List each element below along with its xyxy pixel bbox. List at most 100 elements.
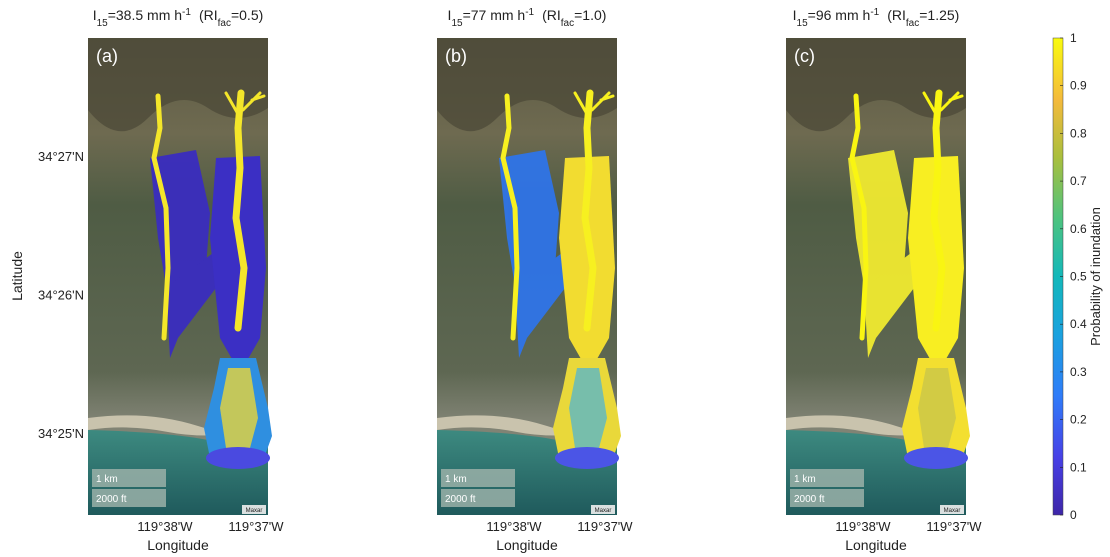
credit-box (591, 505, 615, 514)
flood-side (499, 150, 565, 358)
credit-box (940, 505, 964, 514)
x-tick-label: 119°37'W (228, 519, 284, 534)
flood-side (150, 150, 216, 358)
flood-outlet (206, 447, 270, 469)
credit: Maxar (595, 508, 612, 514)
flood-area (515, 253, 565, 358)
title-part: fac (561, 18, 574, 29)
panel-label: (b) (445, 46, 467, 66)
flood-fan-core (918, 368, 956, 448)
channel (151, 93, 171, 341)
title-part: -1 (870, 7, 879, 18)
map-panel: (a) 1 km 2000 ft Maxar (88, 38, 272, 515)
coastline (786, 415, 966, 436)
scale-km: 1 km (96, 474, 118, 485)
panel-label: (a) (96, 46, 118, 66)
scale-box (92, 489, 166, 507)
x-tick-label: 119°37'W (577, 519, 633, 534)
colorbar-tick-label: 0 (1070, 508, 1077, 522)
scale-box (92, 469, 166, 487)
panel-title: I15=38.5 mm h-1 (RIfac=0.5) (93, 7, 264, 29)
title-part: 15 (451, 18, 463, 29)
title-part: =77 mm h (463, 7, 526, 23)
channel (581, 89, 597, 332)
scale-ft: 2000 ft (794, 494, 825, 505)
scale-box (790, 489, 864, 507)
coastline (88, 415, 268, 436)
panel-title: I15=77 mm h-1 (RIfac=1.0) (448, 7, 607, 29)
title-part: I (448, 7, 452, 23)
channel (224, 91, 266, 116)
x-axis-label: Longitude (845, 537, 907, 553)
title-part: (RI (199, 7, 218, 23)
title-part: -1 (525, 7, 534, 18)
panel-label: (c) (794, 46, 815, 66)
flood-area (150, 150, 210, 298)
scale-km: 1 km (445, 474, 467, 485)
map-panel: (c) 1 km 2000 ft Maxar (786, 38, 970, 515)
title-part: =38.5 mm h (108, 7, 182, 23)
panel-title: I15=96 mm h-1 (RIfac=1.25) (793, 7, 960, 29)
flood-body (908, 156, 964, 373)
flood-fan-core (569, 368, 607, 448)
x-axis-label: Longitude (496, 537, 558, 553)
x-tick-label: 119°38'W (486, 519, 542, 534)
scale-km: 1 km (794, 474, 816, 485)
x-axis-label: Longitude (147, 537, 209, 553)
flood-side (848, 150, 914, 358)
title-part: (RI (887, 7, 906, 23)
title-part: -1 (182, 7, 191, 18)
scale-box (441, 469, 515, 487)
colorbar-tick-label: 0.2 (1070, 413, 1087, 427)
channel (573, 91, 615, 116)
y-tick-label: 34°27'N (38, 149, 84, 164)
y-tick-label: 34°26'N (38, 288, 84, 303)
channel (849, 93, 869, 341)
flood-area (864, 253, 914, 358)
title-part: 15 (97, 18, 109, 29)
flood-fan-core (220, 368, 258, 448)
title-part: fac (906, 18, 919, 29)
scale-box (441, 489, 515, 507)
title-part: I (793, 7, 797, 23)
colorbar-tick-label: 0.8 (1070, 126, 1087, 140)
x-tick-label: 119°37'W (926, 519, 982, 534)
colorbar-tick-label: 0.5 (1070, 270, 1087, 284)
colorbar-label: Probability of inundation (1088, 207, 1103, 346)
credit-box (242, 505, 266, 514)
colorbar-tick-label: 0.7 (1070, 174, 1087, 188)
x-tick-label: 119°38'W (835, 519, 891, 534)
colorbar-tick-label: 1 (1070, 31, 1077, 45)
colorbar-tick-label: 0.6 (1070, 222, 1087, 236)
title-part: =96 mm h (808, 7, 871, 23)
title-part: fac (218, 18, 231, 29)
flood-outlet (904, 447, 968, 469)
flood-area (166, 253, 216, 358)
flood-outlet (555, 447, 619, 469)
mountains (786, 38, 966, 132)
channel (922, 91, 964, 116)
map-panel: (b) 1 km 2000 ft Maxar (437, 38, 621, 515)
title-part: =0.5) (231, 7, 263, 23)
flood-channels (151, 89, 266, 341)
title-part: =1.0) (574, 7, 606, 23)
channel (232, 89, 248, 332)
credit: Maxar (944, 508, 961, 514)
scale-box (790, 469, 864, 487)
channel (500, 93, 520, 341)
mountains (437, 38, 617, 132)
y-tick-label: 34°25'N (38, 426, 84, 441)
colorbar-tick-label: 0.3 (1070, 365, 1087, 379)
title-part: I (93, 7, 97, 23)
flood-area (848, 150, 908, 298)
channel (930, 89, 946, 332)
flood-body (210, 156, 266, 373)
title-part: (RI (542, 7, 561, 23)
colorbar-tick-label: 0.4 (1070, 317, 1087, 331)
y-axis-label: Latitude (9, 251, 25, 301)
title-part: =1.25) (919, 7, 959, 23)
flood-channels (500, 89, 615, 341)
colorbar-tick-label: 0.9 (1070, 79, 1087, 93)
flood-body (559, 156, 615, 373)
